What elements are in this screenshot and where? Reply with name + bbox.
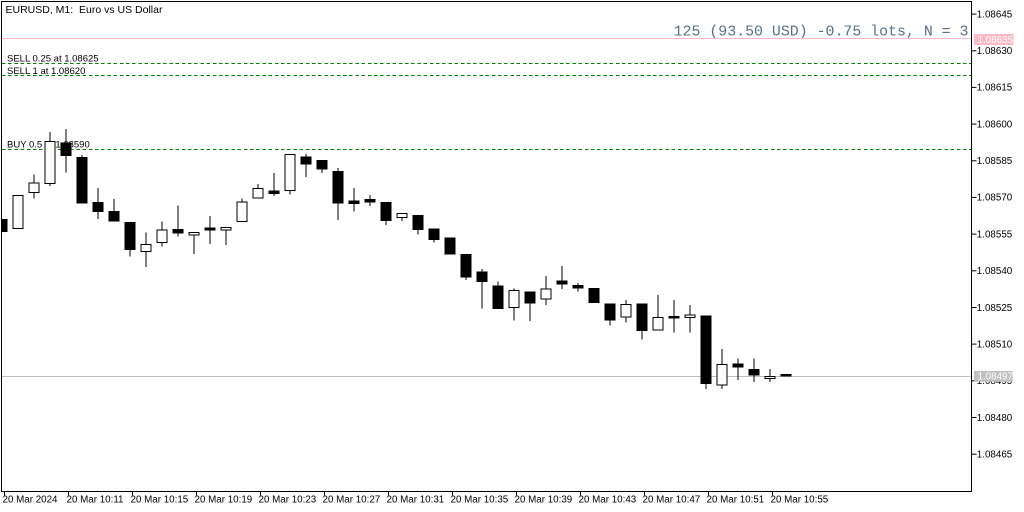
svg-text:1.08585: 1.08585 xyxy=(977,156,1013,167)
svg-text:1.08525: 1.08525 xyxy=(977,303,1013,314)
svg-text:20 Mar 10:15: 20 Mar 10:15 xyxy=(131,495,189,506)
svg-text:20 Mar 10:51: 20 Mar 10:51 xyxy=(707,495,765,506)
svg-text:20 Mar 10:11: 20 Mar 10:11 xyxy=(67,495,124,506)
svg-text:20 Mar 2024: 20 Mar 2024 xyxy=(3,495,59,506)
svg-text:1.08540: 1.08540 xyxy=(977,266,1013,277)
svg-text:1.08630: 1.08630 xyxy=(977,46,1013,57)
svg-text:20 Mar 10:47: 20 Mar 10:47 xyxy=(643,495,701,506)
svg-text:1.08645: 1.08645 xyxy=(977,9,1013,20)
svg-text:1.08615: 1.08615 xyxy=(977,83,1013,94)
svg-text:1.08480: 1.08480 xyxy=(977,413,1013,424)
svg-text:1.08635: 1.08635 xyxy=(978,35,1014,46)
svg-text:1.08555: 1.08555 xyxy=(977,229,1013,240)
svg-text:20 Mar 10:43: 20 Mar 10:43 xyxy=(579,495,637,506)
svg-text:20 Mar 10:27: 20 Mar 10:27 xyxy=(323,495,381,506)
svg-text:1.08600: 1.08600 xyxy=(977,119,1013,130)
svg-text:EURUSD, M1: Euro vs US Dollar: EURUSD, M1: Euro vs US Dollar xyxy=(6,4,163,16)
svg-text:SELL 1 at 1.08620: SELL 1 at 1.08620 xyxy=(7,66,85,77)
svg-text:20 Mar 10:31: 20 Mar 10:31 xyxy=(387,495,445,506)
svg-text:125 (93.50 USD) -0.75 lots, N: 125 (93.50 USD) -0.75 lots, N = 3 xyxy=(674,24,969,40)
svg-text:SELL 0.25 at 1.08625: SELL 0.25 at 1.08625 xyxy=(7,53,99,64)
svg-text:1.08570: 1.08570 xyxy=(977,193,1013,204)
svg-text:20 Mar 10:55: 20 Mar 10:55 xyxy=(771,495,829,506)
svg-text:1.08510: 1.08510 xyxy=(977,339,1013,350)
svg-text:20 Mar 10:35: 20 Mar 10:35 xyxy=(451,495,509,506)
svg-text:1.08497: 1.08497 xyxy=(978,372,1013,383)
svg-text:20 Mar 10:39: 20 Mar 10:39 xyxy=(515,495,573,506)
svg-text:1.08465: 1.08465 xyxy=(977,450,1013,461)
svg-text:20 Mar 10:23: 20 Mar 10:23 xyxy=(259,495,317,506)
svg-text:20 Mar 10:19: 20 Mar 10:19 xyxy=(195,495,253,506)
